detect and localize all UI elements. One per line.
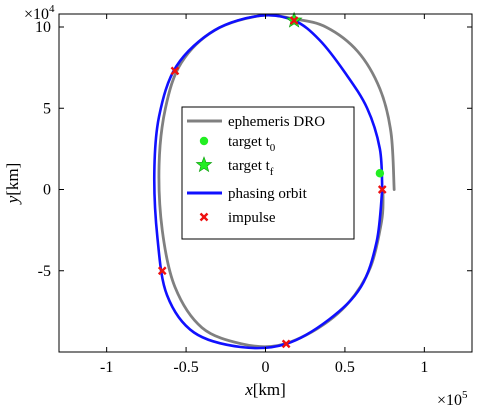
- impulse-marker-stroke: [157, 266, 167, 276]
- legend-swatch-marker: [195, 156, 213, 173]
- y-axis-label: y[km]: [3, 163, 22, 206]
- legend-entry: ephemeris DRO: [187, 114, 325, 130]
- y-axis-multiplier: ×104: [24, 3, 55, 23]
- point-impulse: [289, 16, 299, 25]
- legend-box: [181, 106, 355, 240]
- legend-label: target t0: [228, 134, 276, 154]
- point-impulse: [170, 66, 180, 76]
- point-target-t0: [375, 169, 385, 178]
- legend-entry: impulse: [199, 210, 276, 226]
- impulse-marker-stroke: [170, 66, 180, 76]
- y-tick-label: -5: [38, 263, 51, 280]
- y-tick-label: 10: [35, 19, 51, 36]
- legend-label: impulse: [228, 210, 276, 226]
- legend-entry: phasing orbit: [187, 186, 308, 202]
- x-tick-label: 0.5: [335, 359, 355, 376]
- impulse-marker-stroke: [377, 185, 387, 194]
- legend-entry: target tf: [195, 156, 274, 178]
- legend-entry: target t0: [199, 134, 276, 154]
- x-tick-label: 1: [420, 359, 428, 376]
- point-impulse: [157, 266, 167, 276]
- x-tick-label: -1: [100, 359, 113, 376]
- axes-layer: -1 -0.5 0 0.5 1 -5 0 5 10×104 ×105 x[km] y[km]: [3, 3, 473, 408]
- series-layer: [152, 11, 396, 350]
- legend-swatch-marker: [199, 212, 209, 222]
- impulse-marker-stroke: [199, 212, 209, 222]
- legend: ephemeris DRO target t0 target tf phasing o…: [181, 106, 355, 240]
- impulse-marker-stroke: [281, 339, 291, 349]
- series-line-phasing-orbit: [152, 13, 384, 350]
- legend-label: target tf: [228, 158, 274, 178]
- y-tick-label: 0: [43, 182, 51, 199]
- y-tick-label: 5: [43, 100, 51, 117]
- legend-swatch-marker: [199, 136, 209, 146]
- legend-label: phasing orbit: [228, 186, 308, 202]
- legend-label: ephemeris DRO: [228, 114, 325, 130]
- x-axis-multiplier: ×105: [437, 389, 468, 408]
- impulse-marker-stroke: [289, 16, 299, 25]
- x-axis-label: x[km]: [244, 380, 286, 399]
- point-impulse: [377, 185, 387, 194]
- x-tick-label: -0.5: [173, 359, 198, 376]
- point-impulse: [281, 339, 291, 349]
- x-tick-label: 0: [262, 359, 270, 376]
